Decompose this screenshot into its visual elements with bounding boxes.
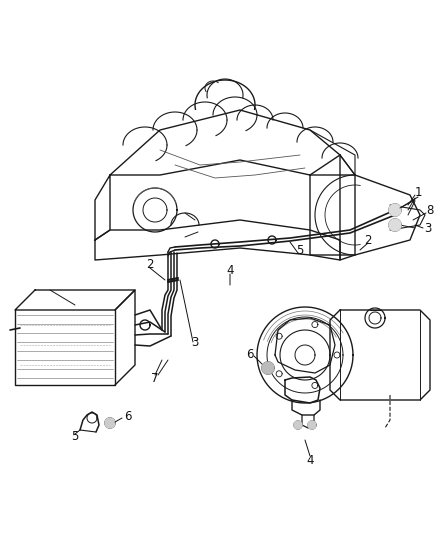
Polygon shape — [294, 421, 302, 429]
Polygon shape — [262, 362, 274, 374]
Polygon shape — [105, 418, 115, 428]
Text: 4: 4 — [306, 454, 314, 466]
Text: 6: 6 — [246, 349, 254, 361]
Polygon shape — [389, 204, 401, 216]
Text: 2: 2 — [364, 233, 372, 246]
Text: 1: 1 — [414, 185, 422, 198]
Text: 4: 4 — [226, 263, 234, 277]
Text: 8: 8 — [426, 204, 434, 216]
Text: 6: 6 — [124, 409, 132, 423]
Text: 3: 3 — [424, 222, 432, 235]
Text: 5: 5 — [71, 431, 79, 443]
Text: 3: 3 — [191, 335, 199, 349]
Polygon shape — [308, 421, 316, 429]
Text: 7: 7 — [151, 372, 159, 384]
Polygon shape — [389, 219, 401, 231]
Text: 5: 5 — [297, 244, 304, 256]
Text: 2: 2 — [146, 259, 154, 271]
